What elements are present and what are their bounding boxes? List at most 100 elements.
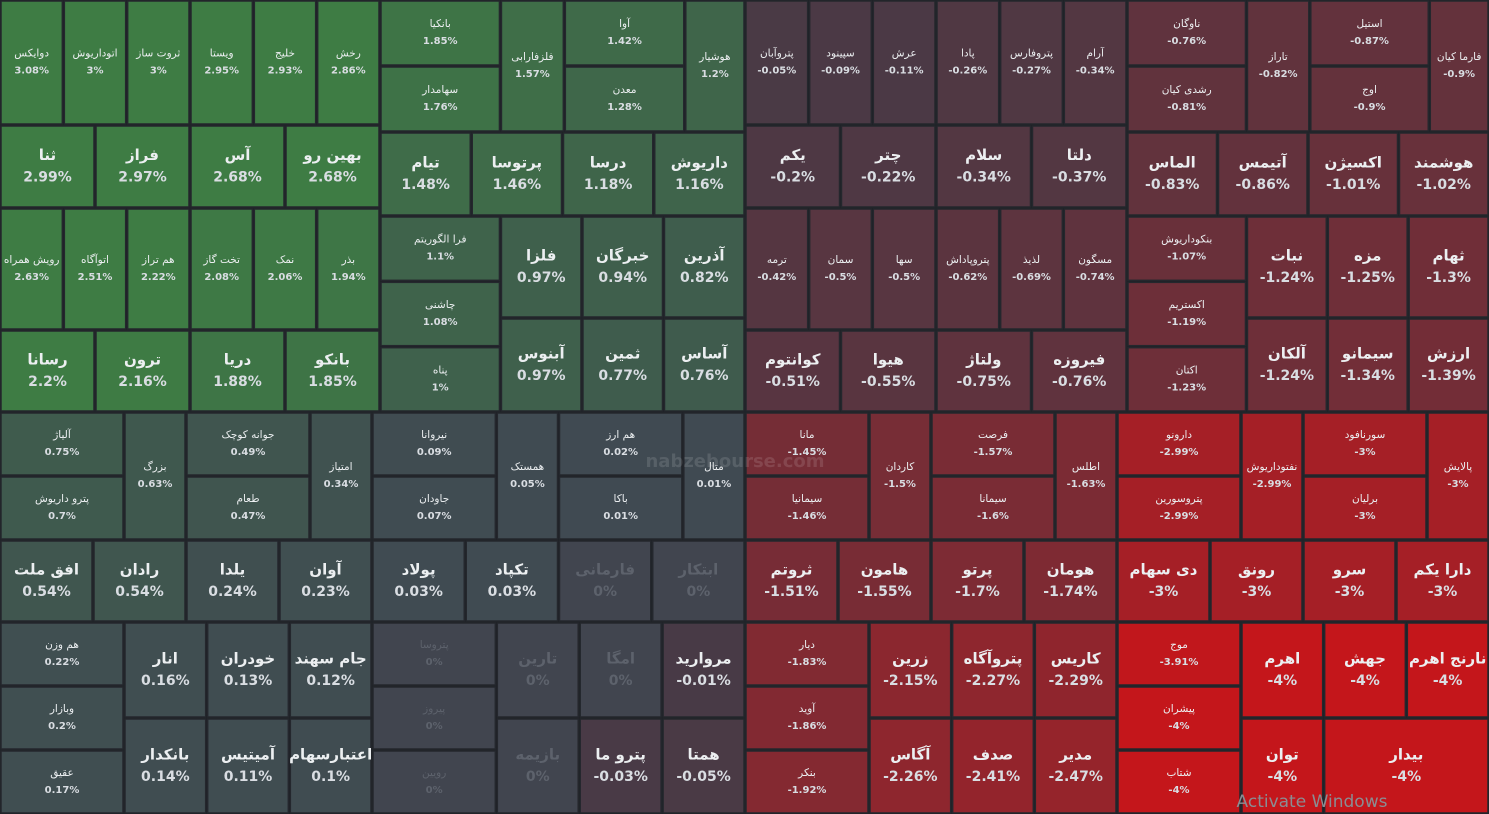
stock-tile[interactable]: آبنوس 0.97%: [500, 318, 582, 412]
stock-tile[interactable]: اوج -0.9%: [1310, 66, 1430, 132]
stock-tile[interactable]: نبات -1.24%: [1246, 216, 1328, 318]
stock-tile[interactable]: فارمانی 0%: [558, 540, 652, 622]
stock-tile[interactable]: سیمانیا -1.46%: [745, 476, 869, 540]
stock-tile[interactable]: برلیان -3%: [1303, 476, 1427, 540]
stock-tile[interactable]: هوشیار 1.2%: [685, 0, 745, 132]
stock-tile[interactable]: فرصت -1.57%: [931, 412, 1055, 476]
stock-tile[interactable]: مانا -1.45%: [745, 412, 869, 476]
stock-tile[interactable]: افق ملت 0.54%: [0, 540, 93, 622]
stock-tile[interactable]: ثنا 2.99%: [0, 125, 95, 208]
stock-tile[interactable]: آرام -0.34%: [1063, 0, 1127, 125]
stock-tile[interactable]: هامون -1.55%: [838, 540, 931, 622]
stock-tile[interactable]: سورنافود -3%: [1303, 412, 1427, 476]
stock-tile[interactable]: بانکو 1.85%: [285, 330, 380, 412]
stock-tile[interactable]: نارنج اهرم -4%: [1406, 622, 1489, 718]
stock-tile[interactable]: رویش همراه 2.63%: [0, 208, 64, 330]
stock-tile[interactable]: هوشمند -1.02%: [1398, 132, 1489, 216]
stock-tile[interactable]: جهش -4%: [1323, 622, 1407, 718]
stock-tile[interactable]: پرتوسا 1.46%: [471, 132, 563, 216]
stock-tile[interactable]: ثروت ساز 3%: [126, 0, 190, 125]
stock-tile[interactable]: پیروز 0%: [372, 686, 497, 750]
stock-tile[interactable]: اکسیژن -1.01%: [1308, 132, 1399, 216]
stock-tile[interactable]: موج -3.91%: [1117, 622, 1241, 686]
stock-tile[interactable]: عقیق 0.17%: [0, 750, 124, 814]
stock-tile[interactable]: دی سهام -3%: [1117, 540, 1210, 622]
stock-tile[interactable]: هم تراز 2.22%: [126, 208, 190, 330]
stock-tile[interactable]: مزه -1.25%: [1327, 216, 1408, 318]
stock-tile[interactable]: ویستا 2.95%: [190, 0, 254, 125]
stock-tile[interactable]: آوید -1.86%: [745, 686, 869, 750]
stock-tile[interactable]: اهرم -4%: [1241, 622, 1324, 718]
stock-tile[interactable]: سرو -3%: [1303, 540, 1396, 622]
stock-tile[interactable]: کاریس -2.29%: [1034, 622, 1117, 718]
stock-tile[interactable]: آساس 0.76%: [663, 318, 745, 412]
stock-tile[interactable]: بانکیا 1.85%: [380, 0, 501, 66]
stock-tile[interactable]: جوانه کوچک 0.49%: [186, 412, 310, 476]
stock-tile[interactable]: اکتان -1.23%: [1127, 346, 1247, 412]
stock-tile[interactable]: تخت گاز 2.08%: [190, 208, 254, 330]
stock-tile[interactable]: پتروسورین -2.99%: [1117, 476, 1241, 540]
stock-tile[interactable]: هم وزن 0.22%: [0, 622, 124, 686]
stock-tile[interactable]: پالایش -3%: [1427, 412, 1489, 540]
stock-tile[interactable]: پتروپاداش -0.62%: [936, 208, 1000, 330]
stock-tile[interactable]: ترمه -0.42%: [745, 208, 809, 330]
stock-tile[interactable]: پترو داریوش 0.7%: [0, 476, 124, 540]
stock-tile[interactable]: دیار -1.83%: [745, 622, 869, 686]
stock-tile[interactable]: کوانتوم -0.51%: [745, 330, 841, 412]
stock-tile[interactable]: بنکر -1.92%: [745, 750, 869, 814]
stock-tile[interactable]: ترون 2.16%: [95, 330, 190, 412]
stock-tile[interactable]: اطلس -1.63%: [1055, 412, 1117, 540]
stock-tile[interactable]: بانکدار 0.14%: [124, 718, 207, 814]
stock-tile[interactable]: هم ارز 0.02%: [558, 412, 683, 476]
stock-tile[interactable]: همستک 0.05%: [496, 412, 559, 540]
stock-tile[interactable]: انار 0.16%: [124, 622, 207, 718]
stock-tile[interactable]: امگا 0%: [579, 622, 662, 718]
stock-tile[interactable]: تیام 1.48%: [380, 132, 471, 216]
stock-tile[interactable]: ثروتم -1.51%: [745, 540, 838, 622]
stock-tile[interactable]: ناوگان -0.76%: [1127, 0, 1247, 66]
stock-tile[interactable]: اتوآگاه 2.51%: [63, 208, 127, 330]
stock-tile[interactable]: ولتاژ -0.75%: [936, 330, 1032, 412]
stock-tile[interactable]: اعتبارسهام 0.1%: [289, 718, 372, 814]
stock-tile[interactable]: آتیمس -0.86%: [1217, 132, 1308, 216]
stock-tile[interactable]: شتاب -4%: [1117, 750, 1241, 814]
stock-tile[interactable]: کاردان -1.5%: [869, 412, 931, 540]
stock-tile[interactable]: سلام -0.34%: [936, 125, 1032, 208]
stock-tile[interactable]: سیمانو -1.34%: [1327, 318, 1408, 412]
stock-tile[interactable]: زرین -2.15%: [869, 622, 952, 718]
stock-tile[interactable]: پترو ما -0.03%: [579, 718, 662, 814]
stock-tile[interactable]: اتوداریوش 3%: [63, 0, 127, 125]
stock-tile[interactable]: باکا 0.01%: [558, 476, 683, 540]
stock-tile[interactable]: دریا 1.88%: [190, 330, 285, 412]
stock-tile[interactable]: نمک 2.06%: [253, 208, 317, 330]
stock-tile[interactable]: آوا 1.42%: [564, 0, 685, 66]
stock-tile[interactable]: الماس -0.83%: [1127, 132, 1218, 216]
stock-tile[interactable]: رونق -3%: [1210, 540, 1303, 622]
stock-tile[interactable]: متال 0.01%: [683, 412, 745, 540]
stock-tile[interactable]: نفتوداریوش -2.99%: [1241, 412, 1303, 540]
stock-tile[interactable]: خودران 0.13%: [206, 622, 290, 718]
stock-tile[interactable]: پادا -0.26%: [936, 0, 1000, 125]
stock-tile[interactable]: لذیذ -0.69%: [999, 208, 1064, 330]
stock-tile[interactable]: پتروفارس -0.27%: [999, 0, 1064, 125]
stock-tile[interactable]: هیوا -0.55%: [840, 330, 936, 412]
stock-tile[interactable]: وبازار 0.2%: [0, 686, 124, 750]
stock-tile[interactable]: چاشنی 1.08%: [380, 281, 501, 347]
stock-tile[interactable]: عرش -0.11%: [872, 0, 936, 125]
stock-tile[interactable]: پتروآبان -0.05%: [745, 0, 809, 125]
stock-tile[interactable]: استیل -0.87%: [1310, 0, 1430, 66]
stock-tile[interactable]: بذر 1.94%: [316, 208, 380, 330]
stock-tile[interactable]: هومان -1.74%: [1024, 540, 1117, 622]
stock-tile[interactable]: جام سهند 0.12%: [289, 622, 372, 718]
stock-tile[interactable]: فلزفارابی 1.57%: [500, 0, 565, 132]
stock-tile[interactable]: رخش 2.86%: [316, 0, 380, 125]
stock-tile[interactable]: بزرگ 0.63%: [124, 412, 186, 540]
stock-tile[interactable]: درسا 1.18%: [562, 132, 654, 216]
stock-tile[interactable]: همتا -0.05%: [662, 718, 745, 814]
stock-tile[interactable]: پولاد 0.03%: [372, 540, 465, 622]
stock-tile[interactable]: داریوش 1.16%: [654, 132, 745, 216]
stock-tile[interactable]: طعام 0.47%: [186, 476, 310, 540]
stock-tile[interactable]: خلیج 2.93%: [253, 0, 317, 125]
stock-tile[interactable]: سها -0.5%: [872, 208, 936, 330]
stock-tile[interactable]: اکستریم -1.19%: [1127, 281, 1247, 347]
